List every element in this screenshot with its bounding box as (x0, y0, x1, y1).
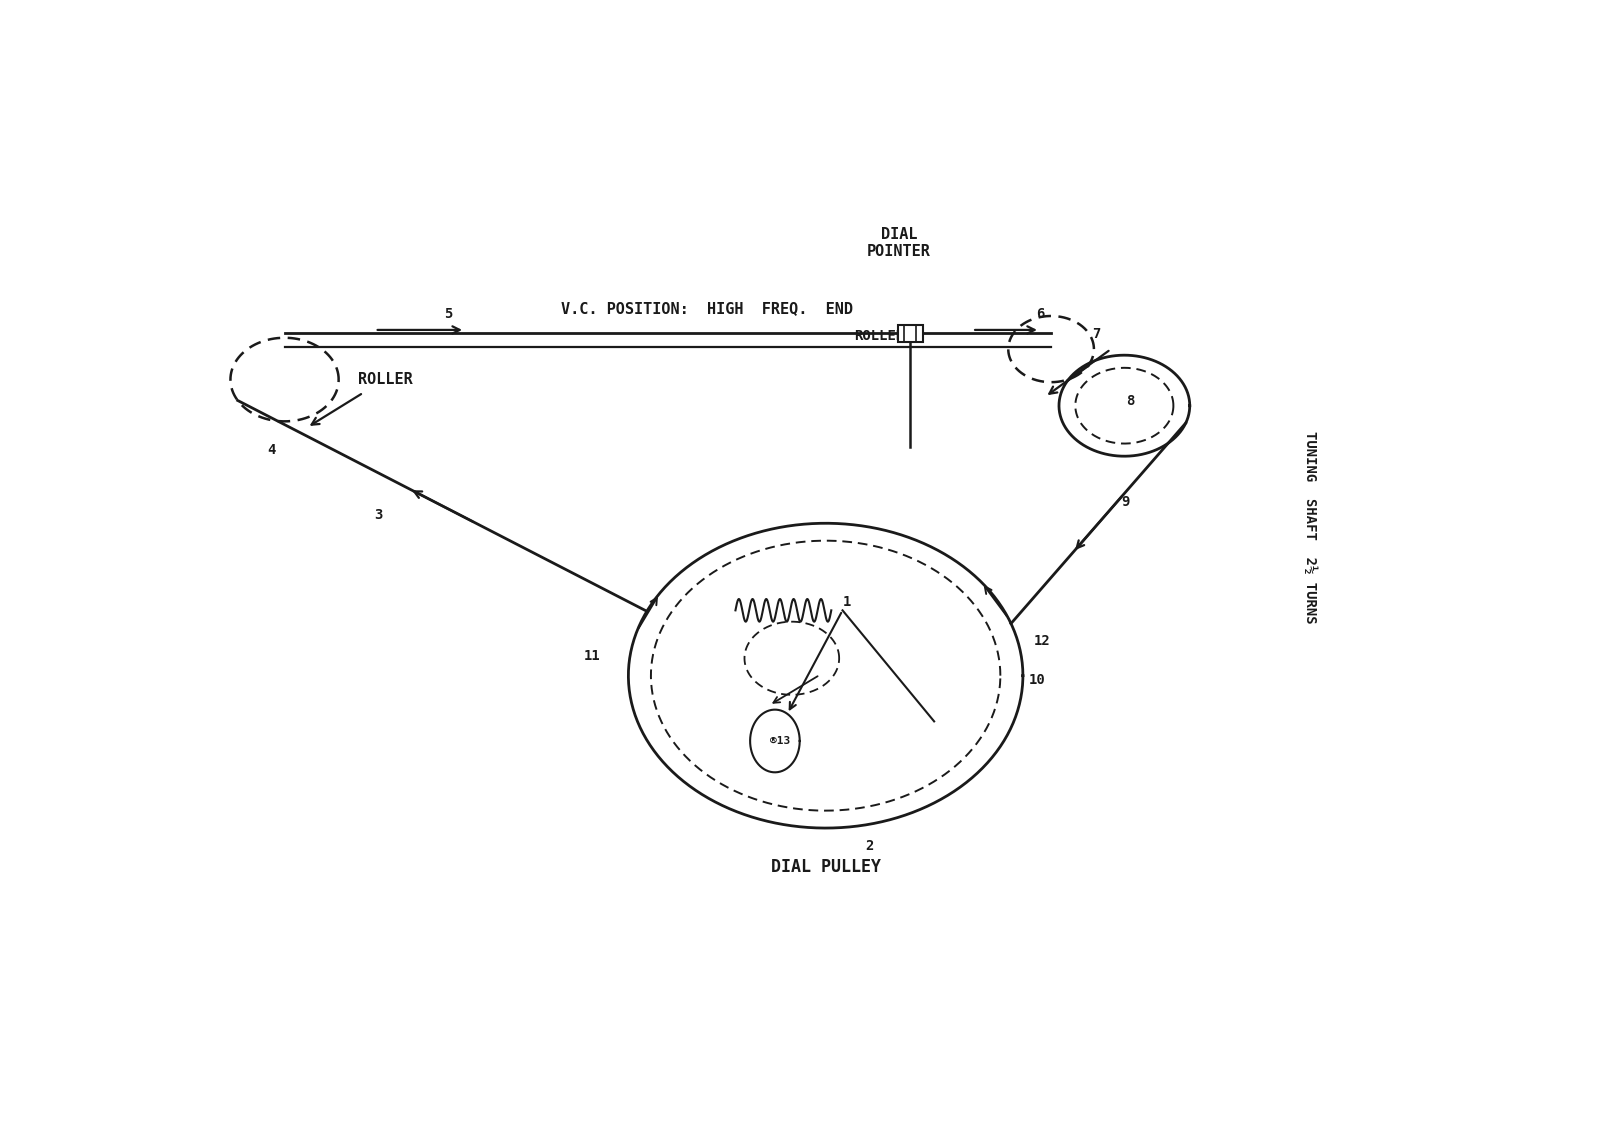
Text: 6: 6 (1035, 307, 1045, 321)
Text: 3: 3 (374, 508, 382, 521)
Text: 1: 1 (843, 595, 851, 608)
Bar (898, 325, 923, 342)
Text: 7: 7 (1091, 327, 1101, 340)
Text: 10: 10 (1029, 673, 1045, 688)
Text: 11: 11 (584, 649, 600, 664)
Text: ROLLER: ROLLER (358, 372, 413, 387)
Text: V.C. POSITION:  HIGH  FREQ.  END: V.C. POSITION: HIGH FREQ. END (560, 302, 853, 317)
Text: 5: 5 (443, 307, 453, 321)
Text: DIAL
POINTER: DIAL POINTER (867, 227, 931, 259)
Text: 9: 9 (1122, 495, 1130, 509)
Text: DIAL PULLEY: DIAL PULLEY (771, 857, 880, 875)
Text: 4: 4 (267, 442, 277, 457)
Text: TUNING  SHAFT  2½ TURNS: TUNING SHAFT 2½ TURNS (1304, 431, 1317, 624)
Text: ®13: ®13 (771, 736, 790, 746)
Text: 2: 2 (866, 839, 874, 853)
Text: 8: 8 (1126, 395, 1134, 408)
Text: 12: 12 (1034, 634, 1051, 648)
Text: ROLLER: ROLLER (854, 329, 904, 344)
